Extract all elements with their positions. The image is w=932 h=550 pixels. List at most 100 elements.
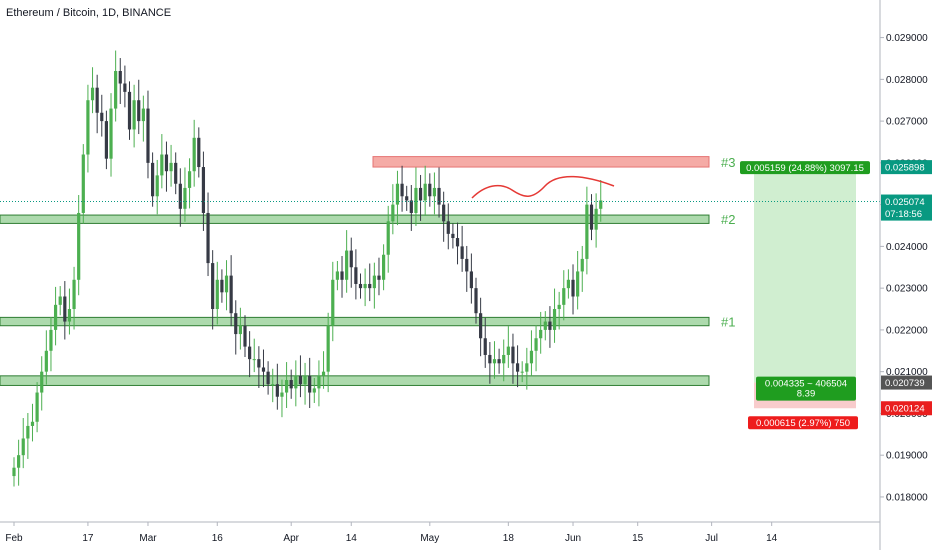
y-tick-label: 0.027000 bbox=[886, 117, 928, 128]
candle-body bbox=[30, 421, 35, 426]
candle-body bbox=[248, 346, 252, 360]
wave-drawing bbox=[471, 175, 615, 199]
candle-body bbox=[576, 271, 580, 297]
candle-body bbox=[502, 354, 506, 364]
candle-body bbox=[552, 309, 557, 330]
candle-body bbox=[100, 112, 104, 122]
candle-body bbox=[261, 367, 266, 372]
y-tick-label: 0.023000 bbox=[886, 284, 928, 295]
candle-body bbox=[377, 275, 381, 280]
candle-body bbox=[40, 371, 44, 393]
price-axis-bg bbox=[880, 0, 932, 550]
candle-body bbox=[562, 288, 566, 305]
target-label-text: 0.005159 (24.88%) 3097.15 bbox=[746, 163, 864, 174]
candle-body bbox=[90, 87, 95, 101]
candle-body bbox=[35, 392, 39, 422]
zone-bottom bbox=[0, 375, 710, 386]
candles-layer bbox=[12, 50, 603, 487]
x-tick-label: 17 bbox=[82, 533, 94, 544]
candle-body bbox=[474, 288, 478, 314]
candle-body bbox=[414, 187, 418, 213]
entry-label-box bbox=[756, 376, 856, 401]
candle-body bbox=[12, 467, 16, 477]
candle-body bbox=[368, 283, 372, 289]
y-tick-label: 0.021000 bbox=[886, 367, 928, 378]
candle-body bbox=[95, 87, 99, 113]
drawings-layer bbox=[471, 175, 615, 199]
candle-body bbox=[345, 250, 349, 280]
candle-body bbox=[243, 325, 247, 347]
candle-body bbox=[340, 271, 344, 280]
candle-body bbox=[72, 279, 76, 310]
candle-body bbox=[432, 187, 437, 197]
candle-body bbox=[492, 359, 497, 364]
candle-body bbox=[391, 204, 395, 222]
candle-body bbox=[266, 371, 270, 385]
candle-body bbox=[566, 279, 570, 289]
candle-body bbox=[187, 171, 192, 188]
candle-body bbox=[515, 363, 520, 372]
y-tick-label: 0.019000 bbox=[886, 451, 928, 462]
y-tick-label: 0.024000 bbox=[886, 242, 928, 253]
candle-body bbox=[423, 183, 427, 201]
long-position-tool[interactable]: 0.005159 (24.88%) 3097.15 0.004335 ~ 4065… bbox=[740, 161, 870, 430]
stop-label-box bbox=[748, 416, 858, 430]
candle-body bbox=[275, 384, 279, 397]
candle-body bbox=[317, 375, 321, 389]
candle-body bbox=[252, 359, 256, 361]
candle-body bbox=[400, 183, 404, 197]
time-axis[interactable]: Feb 17 Mar 16 Apr 14 May 18 Jun 15 Jul 14 bbox=[0, 521, 880, 544]
candle-body bbox=[460, 246, 464, 259]
candle-body bbox=[589, 204, 594, 230]
candle-body bbox=[497, 359, 501, 364]
last-price-text: 0.025074 bbox=[885, 197, 925, 208]
candle-body bbox=[132, 100, 136, 130]
candle-body bbox=[21, 438, 25, 456]
candle-body bbox=[479, 313, 483, 339]
zone-1 bbox=[0, 316, 710, 327]
x-tick-label: 14 bbox=[346, 533, 358, 544]
candle-body bbox=[354, 267, 358, 284]
countdown-text: 07:18:56 bbox=[885, 209, 922, 220]
candle-body bbox=[363, 283, 367, 289]
candle-body bbox=[164, 154, 169, 172]
candle-body bbox=[215, 279, 219, 310]
candle-body bbox=[335, 271, 339, 280]
stop-price-text: 0.020124 bbox=[885, 404, 925, 415]
candle-body bbox=[77, 212, 81, 280]
x-tick-label: 16 bbox=[212, 533, 224, 544]
candle-body bbox=[395, 183, 400, 205]
candle-body bbox=[446, 221, 450, 234]
candle-body bbox=[469, 271, 473, 289]
candle-body bbox=[321, 371, 326, 376]
stop-label-text: 0.000615 (2.97%) 750 bbox=[756, 418, 850, 429]
candle-body bbox=[529, 350, 534, 364]
candle-body bbox=[525, 363, 529, 372]
candle-body bbox=[382, 254, 386, 280]
candle-body bbox=[599, 200, 603, 209]
x-tick-label: Apr bbox=[283, 533, 299, 544]
y-tick-label: 0.029000 bbox=[886, 33, 928, 44]
entry-price-text: 0.020739 bbox=[885, 378, 925, 389]
candle-body bbox=[192, 137, 196, 172]
candle-body bbox=[386, 221, 390, 255]
candle-body bbox=[506, 346, 510, 355]
candle-body bbox=[151, 162, 155, 197]
candle-body bbox=[257, 359, 261, 368]
candle-body bbox=[405, 196, 409, 201]
candle-body bbox=[409, 200, 413, 213]
candle-body bbox=[312, 388, 316, 393]
price-axis[interactable]: 0.0290000.0280000.0270000.0260000.025000… bbox=[879, 0, 932, 550]
candle-body bbox=[123, 83, 127, 92]
candle-body bbox=[169, 162, 173, 172]
x-tick-label: 14 bbox=[766, 533, 778, 544]
zone-2 bbox=[0, 214, 710, 224]
entry-price-tag bbox=[881, 375, 932, 390]
candle-body bbox=[298, 375, 303, 385]
y-tick-label: 0.022000 bbox=[886, 325, 928, 336]
candle-body bbox=[67, 309, 72, 322]
candle-body bbox=[238, 325, 242, 335]
resistance-zone-3-label: #3 bbox=[721, 155, 735, 170]
candle-body bbox=[58, 296, 62, 305]
